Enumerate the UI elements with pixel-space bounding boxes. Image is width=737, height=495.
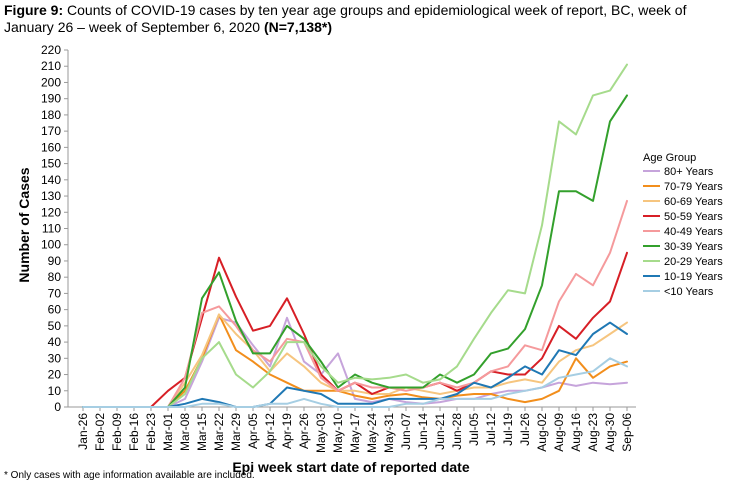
y-tick-label: 30	[48, 351, 62, 365]
x-tick-label: May-24	[365, 413, 379, 453]
x-tick-label: Feb-02	[93, 413, 107, 451]
series-line-30-39-years	[82, 94, 628, 408]
footnote: * Only cases with age information availa…	[4, 470, 255, 481]
legend-label-80-years: 80+ Years	[664, 166, 714, 178]
x-tick-label: Aug-02	[535, 413, 549, 452]
legend-title: Age Group	[643, 152, 696, 164]
legend-label-10-years: <10 Years	[664, 286, 714, 298]
x-tick-label: Jul-12	[484, 413, 498, 446]
series-line-40-49-years	[82, 199, 628, 408]
y-tick-label: 170	[41, 124, 61, 138]
x-axis-title: Epi week start date of reported date	[232, 459, 469, 475]
legend-label-40-49-years: 40-49 Years	[664, 226, 723, 238]
legend-label-10-19-years: 10-19 Years	[664, 271, 723, 283]
x-tick-label: Mar-15	[195, 413, 209, 451]
x-tick-label: May-31	[382, 413, 396, 453]
x-tick-label: Feb-09	[110, 413, 124, 451]
x-axis: Jan-26 Feb-02 Feb-09 Feb-16 Feb-23 Mar-01 Mar-…	[68, 406, 636, 453]
x-tick-label: Jul-19	[501, 413, 515, 446]
x-tick-label: Feb-23	[144, 413, 158, 451]
x-tick-label: Apr-05	[246, 413, 260, 449]
x-tick-label: Apr-12	[263, 413, 277, 449]
x-tick-label: May-10	[331, 413, 345, 453]
x-tick-label: Jun-14	[416, 413, 430, 450]
y-tick-label: 20	[48, 368, 62, 382]
y-tick-label: 0	[54, 400, 61, 414]
y-tick-label: 50	[48, 319, 62, 333]
y-tick-label: 100	[41, 238, 61, 252]
x-tick-label: Mar-08	[178, 413, 192, 451]
series-line-20-29-years	[82, 63, 628, 408]
y-tick-label: 80	[48, 270, 62, 284]
x-tick-label: May-17	[348, 413, 362, 453]
figure-n: (N=7,138*)	[263, 19, 333, 35]
y-axis: 0 10 20 30 40 50 60 70 80 90 100 110 120 130 140 150 160…	[41, 43, 69, 414]
x-tick-label: Jan-26	[76, 413, 90, 450]
x-tick-label: Jun-21	[433, 413, 447, 450]
x-tick-label: Jun-28	[450, 413, 464, 450]
y-tick-label: 40	[48, 335, 62, 349]
series-line-50-59-years	[82, 251, 628, 408]
y-tick-label: 120	[41, 205, 61, 219]
x-tick-label: May-03	[314, 413, 328, 453]
y-tick-label: 220	[41, 43, 61, 57]
legend-label-30-39-years: 30-39 Years	[664, 241, 723, 253]
x-tick-label: Aug-23	[586, 413, 600, 452]
y-tick-label: 10	[48, 384, 62, 398]
y-tick-label: 160	[41, 140, 61, 154]
legend-label-50-59-years: 50-59 Years	[664, 211, 723, 223]
y-tick-label: 70	[48, 286, 62, 300]
y-tick-label: 180	[41, 108, 61, 122]
legend-label-60-69-years: 60-69 Years	[664, 196, 723, 208]
y-tick-label: 90	[48, 254, 62, 268]
series-line-10-19-years	[82, 321, 628, 408]
figure-title-text: Counts of COVID-19 cases by ten year age…	[4, 2, 687, 35]
series-lines	[82, 63, 628, 408]
y-tick-label: 140	[41, 173, 61, 187]
x-tick-label: Apr-19	[280, 413, 294, 449]
x-tick-label: Feb-16	[127, 413, 141, 451]
x-tick-label: Sep-06	[620, 413, 634, 452]
legend-label-20-29-years: 20-29 Years	[664, 256, 723, 268]
y-tick-label: 190	[41, 92, 61, 106]
y-tick-label: 200	[41, 75, 61, 89]
y-tick-label: 150	[41, 157, 61, 171]
x-tick-label: Mar-29	[229, 413, 243, 451]
x-tick-label: Jun-07	[399, 413, 413, 450]
y-tick-label: 210	[41, 59, 61, 73]
y-tick-label: 110	[42, 222, 61, 236]
x-tick-label: Aug-09	[552, 413, 566, 452]
figure-title: Figure 9: Counts of COVID-19 cases by te…	[4, 2, 732, 36]
x-tick-label: Mar-01	[161, 413, 175, 451]
x-tick-label: Apr-26	[297, 413, 311, 449]
x-tick-label: Aug-30	[603, 413, 617, 452]
x-tick-label: Jul-05	[467, 413, 481, 446]
figure-label: Figure 9:	[4, 2, 64, 18]
series-line-10-years	[82, 357, 628, 408]
legend: Age Group 80+ Years 70-79 Years 60-69 Year…	[643, 152, 723, 298]
x-tick-label: Aug-16	[569, 413, 583, 452]
y-tick-label: 60	[48, 303, 62, 317]
x-tick-label: Jul-26	[518, 413, 532, 446]
legend-label-70-79-years: 70-79 Years	[664, 181, 723, 193]
x-tick-label: Mar-22	[212, 413, 226, 451]
y-tick-label: 130	[41, 189, 61, 203]
y-axis-title: Number of Cases	[16, 167, 32, 282]
